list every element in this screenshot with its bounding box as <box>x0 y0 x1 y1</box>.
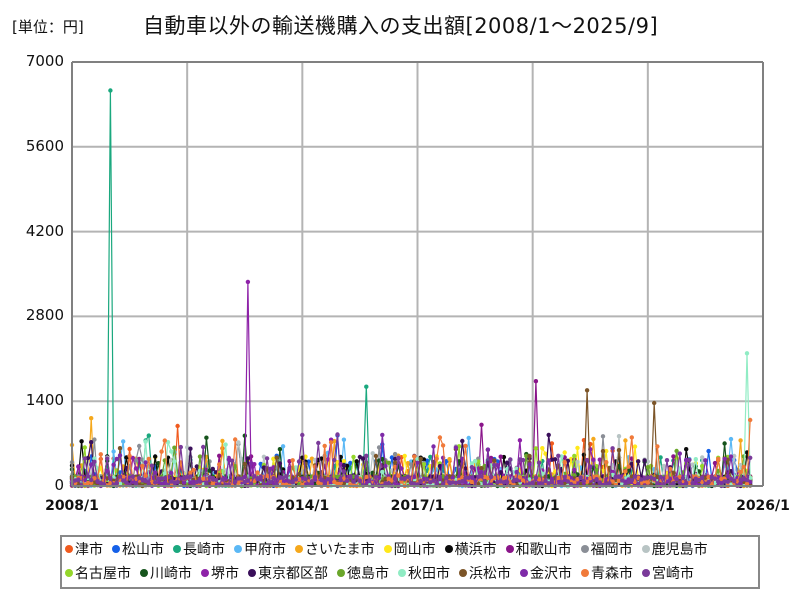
y-tick-label: 7000 <box>25 52 64 70</box>
legend: 津市 松山市 長崎市 甲府市 さいたま市 岡山市 横浜市 和歌山市 福岡市 鹿児島市 名古屋市 川崎… <box>60 535 760 589</box>
legend-item: 甲府市 <box>234 539 286 559</box>
legend-item: 東京都区部 <box>248 563 328 583</box>
legend-item: 徳島市 <box>337 563 389 583</box>
legend-marker-icon <box>337 569 345 577</box>
legend-marker-icon <box>505 545 514 553</box>
legend-label: 鹿児島市 <box>651 542 708 558</box>
legend-item: 長崎市 <box>173 539 225 559</box>
legend-item: 浜松市 <box>459 563 511 583</box>
legend-marker-icon <box>234 545 242 553</box>
legend-marker-icon <box>112 545 120 553</box>
x-tick-label: 2026/1 <box>736 498 790 514</box>
legend-label: 和歌山市 <box>515 542 572 558</box>
legend-label: 長崎市 <box>183 542 225 558</box>
legend-item: 和歌山市 <box>505 539 572 559</box>
legend-item: 鹿児島市 <box>641 539 708 559</box>
legend-marker-icon <box>459 569 467 577</box>
x-tick-label: 2014/1 <box>275 498 330 514</box>
legend-item: 宮崎市 <box>642 563 694 583</box>
legend-item: 松山市 <box>112 539 164 559</box>
legend-label: 金沢市 <box>530 566 572 582</box>
legend-item: さいたま市 <box>295 539 375 559</box>
legend-item: 青森市 <box>581 563 633 583</box>
series-line <box>69 88 753 489</box>
legend-item: 名古屋市 <box>65 563 131 583</box>
legend-marker-icon <box>581 569 589 577</box>
x-tick-label: 2020/1 <box>505 498 560 514</box>
x-tick-label: 2023/1 <box>620 498 675 514</box>
legend-label: 福岡市 <box>590 542 633 558</box>
legend-label: 堺市 <box>211 566 239 582</box>
x-tick-label: 2011/1 <box>160 498 215 514</box>
legend-item: 岡山市 <box>383 539 436 559</box>
legend-label: 岡山市 <box>393 542 436 558</box>
y-tick-label: 4200 <box>25 221 64 240</box>
legend-label: 青森市 <box>591 566 633 582</box>
legend-marker-icon <box>520 569 528 577</box>
legend-item: 福岡市 <box>580 539 633 559</box>
legend-item: 川崎市 <box>140 563 192 583</box>
legend-label: 徳島市 <box>347 566 389 582</box>
legend-marker-icon <box>140 569 148 577</box>
series-line <box>69 279 753 489</box>
x-tick-label: 2008/1 <box>45 498 99 514</box>
legend-marker-icon <box>398 569 406 577</box>
legend-item: 横浜市 <box>444 539 497 559</box>
legend-label: 横浜市 <box>454 542 497 558</box>
legend-marker-icon <box>383 545 392 553</box>
legend-marker-icon <box>642 569 650 577</box>
legend-row: 名古屋市 川崎市 堺市 東京都区部 徳島市 秋田市 浜松市 金沢市 青森市 宮崎市 <box>62 561 758 585</box>
legend-label: 秋田市 <box>408 566 450 582</box>
legend-label: 名古屋市 <box>75 566 131 582</box>
legend-marker-icon <box>65 545 73 553</box>
legend-label: 浜松市 <box>469 566 511 582</box>
legend-marker-icon <box>444 545 453 553</box>
legend-item: 秋田市 <box>398 563 450 583</box>
y-tick-label: 1400 <box>25 391 64 410</box>
chart-title: 自動車以外の輸送機購入の支出額[2008/1～2025/9] <box>143 14 659 38</box>
legend-label: さいたま市 <box>305 542 375 558</box>
legend-marker-icon <box>65 569 73 577</box>
legend-marker-icon <box>580 545 589 553</box>
legend-label: 津市 <box>75 542 103 558</box>
legend-label: 宮崎市 <box>652 566 694 582</box>
legend-item: 堺市 <box>201 563 239 583</box>
y-tick-label: 0 <box>54 476 64 494</box>
legend-item: 金沢市 <box>520 563 572 583</box>
legend-label: 川崎市 <box>150 566 192 582</box>
legend-label: 松山市 <box>122 542 164 558</box>
y-tick-label: 5600 <box>25 136 64 155</box>
legend-label: 東京都区部 <box>258 566 328 582</box>
legend-item: 津市 <box>65 539 103 559</box>
unit-label: [単位：円] <box>12 18 84 36</box>
legend-label: 甲府市 <box>244 542 286 558</box>
legend-marker-icon <box>173 545 181 553</box>
y-tick-label: 2800 <box>25 306 64 325</box>
legend-marker-icon <box>295 545 303 553</box>
legend-marker-icon <box>641 545 650 553</box>
x-tick-label: 2017/1 <box>390 498 445 514</box>
legend-row: 津市 松山市 長崎市 甲府市 さいたま市 岡山市 横浜市 和歌山市 福岡市 鹿児島市 <box>62 537 758 561</box>
legend-marker-icon <box>248 569 256 577</box>
legend-marker-icon <box>201 569 209 577</box>
